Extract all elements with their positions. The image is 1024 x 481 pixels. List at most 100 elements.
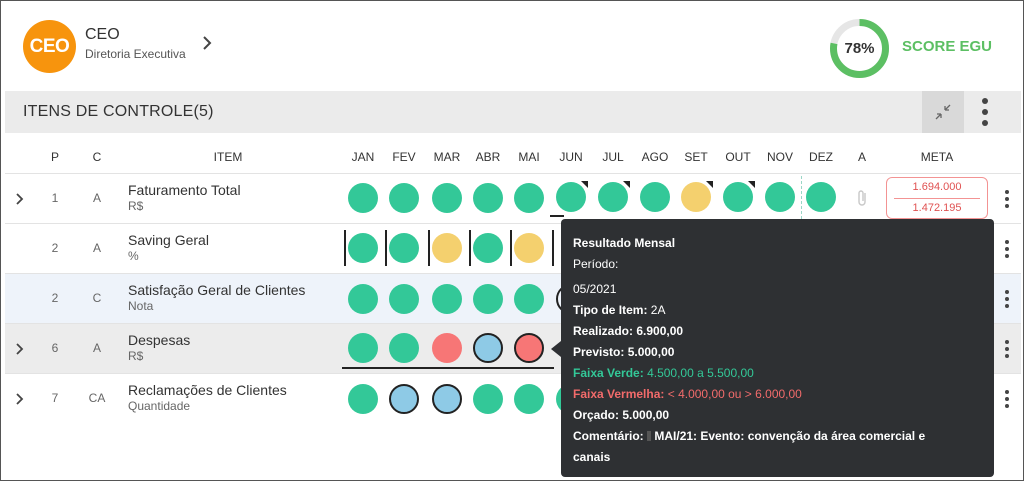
col-header-out[interactable]: OUT (725, 150, 751, 164)
org-title[interactable]: CEO (85, 26, 120, 43)
section-bar (5, 91, 1021, 133)
col-header-mai[interactable]: MAI (518, 150, 540, 164)
status-dot-mar[interactable] (432, 333, 462, 363)
meta-separator (894, 198, 980, 199)
row-item-name[interactable]: Faturamento Total (128, 182, 241, 198)
status-dot-mai[interactable] (514, 183, 544, 213)
status-dot-nov[interactable] (765, 182, 795, 212)
col-header-jun[interactable]: JUN (559, 150, 583, 164)
row-more-icon[interactable] (1002, 389, 1012, 409)
col-header-abr[interactable]: ABR (475, 150, 501, 164)
row-more-icon[interactable] (1002, 289, 1012, 309)
collapse-button[interactable] (922, 91, 964, 133)
meta-target: 1.694.000 (912, 181, 962, 193)
tooltip-orcado-value: 5.000,00 (622, 408, 670, 422)
col-header-jan[interactable]: JAN (351, 150, 375, 164)
row-more-icon[interactable] (1002, 189, 1012, 209)
row-item-name[interactable]: Despesas (128, 332, 191, 348)
chevron-right-icon[interactable] (199, 35, 215, 51)
status-dot-jan[interactable] (348, 333, 378, 363)
col-header-nov[interactable]: NOV (766, 150, 794, 164)
underline-mark (550, 215, 564, 217)
col-header-set[interactable]: SET (684, 150, 708, 164)
tooltip-period-label: Período: (573, 257, 619, 271)
row-item-unit: R$ (128, 349, 144, 363)
col-header-c: C (92, 150, 102, 164)
tooltip-faixa-vermelha-label: Faixa Vermelha: (573, 387, 665, 401)
status-dot-jan[interactable] (348, 384, 378, 414)
status-dot-fev[interactable] (389, 284, 419, 314)
avatar[interactable]: CEO (23, 20, 76, 73)
row-item-name[interactable]: Satisfação Geral de Clientes (128, 282, 306, 298)
col-header-jul[interactable]: JUL (602, 150, 624, 164)
row-item-name[interactable]: Saving Geral (128, 232, 209, 248)
status-dot-fev[interactable] (389, 233, 419, 263)
status-dot-abr[interactable] (473, 183, 503, 213)
row-more-icon[interactable] (1002, 339, 1012, 359)
row-item-name[interactable]: Reclamações de Clientes (128, 382, 287, 398)
collapse-icon (935, 104, 951, 120)
status-dot-mai[interactable] (514, 333, 544, 363)
status-dot-jan[interactable] (348, 233, 378, 263)
tooltip-period-value: 05/2021 (573, 282, 617, 296)
status-dot-fev[interactable] (389, 183, 419, 213)
meta-box (886, 177, 988, 219)
period-bar (552, 230, 554, 266)
period-bar (510, 230, 512, 266)
comment-flag-icon (748, 181, 755, 188)
status-dot-mar[interactable] (432, 384, 462, 414)
status-dot-mar[interactable] (432, 284, 462, 314)
row-c: A (92, 341, 102, 355)
tooltip-previsto-value: 5.000,00 (627, 345, 675, 359)
col-header-mar[interactable]: MAR (433, 150, 461, 164)
tooltip-faixa-verde-label: Faixa Verde: (573, 366, 644, 380)
status-dot-abr[interactable] (473, 233, 503, 263)
status-dot-jan[interactable] (348, 183, 378, 213)
expand-chevron-icon[interactable] (13, 392, 27, 406)
status-dot-dez[interactable] (806, 182, 836, 212)
tooltip-comentario-line1: MAI/21: Evento: convenção da área comerc… (654, 429, 926, 443)
tooltip-realizado-label: Realizado: (573, 324, 634, 338)
comment-flag-icon (581, 181, 588, 188)
status-dot-mar[interactable] (432, 183, 462, 213)
tooltip-tipo-label: Tipo de Item: (573, 303, 648, 317)
status-dot-mai[interactable] (514, 384, 544, 414)
period-bar (469, 230, 471, 266)
row-p: 2 (51, 241, 59, 255)
status-dot-ago[interactable] (640, 182, 670, 212)
attachment-icon[interactable] (856, 189, 870, 207)
col-header-dez[interactable]: DEZ (809, 150, 833, 164)
more-vertical-icon[interactable] (977, 95, 993, 129)
status-dot-mar[interactable] (432, 233, 462, 263)
col-header-p: P (50, 150, 60, 164)
status-dot-fev[interactable] (389, 384, 419, 414)
row-more-icon[interactable] (1002, 239, 1012, 259)
period-bar (344, 230, 346, 266)
row-p: 7 (51, 391, 59, 405)
status-dot-abr[interactable] (473, 284, 503, 314)
tooltip-title: Resultado Mensal (573, 236, 676, 250)
status-dot-fev[interactable] (389, 333, 419, 363)
divider (5, 273, 1021, 274)
status-dot-mai[interactable] (514, 284, 544, 314)
divider (5, 323, 1021, 324)
expand-chevron-icon[interactable] (13, 342, 27, 356)
col-header-fev[interactable]: FEV (392, 150, 416, 164)
expand-chevron-icon[interactable] (13, 192, 27, 206)
status-dot-abr[interactable] (473, 384, 503, 414)
tooltip-arrow (551, 341, 561, 357)
score-percent: 78% (844, 40, 875, 57)
tooltip-faixa-vermelha-value: < 4.000,00 ou > 6.000,00 (667, 387, 802, 401)
monthly-result-tooltip: Resultado Mensal Período: 05/2021 Tipo d… (561, 219, 994, 477)
status-dot-mai[interactable] (514, 233, 544, 263)
divider (5, 373, 1021, 374)
period-bar (385, 230, 387, 266)
col-header-a: A (857, 150, 867, 164)
status-dot-jan[interactable] (348, 284, 378, 314)
status-dot-abr[interactable] (473, 333, 503, 363)
divider (5, 173, 1021, 174)
col-header-ago[interactable]: AGO (641, 150, 669, 164)
comment-flag-icon (623, 181, 630, 188)
row-c: CA (88, 391, 106, 405)
